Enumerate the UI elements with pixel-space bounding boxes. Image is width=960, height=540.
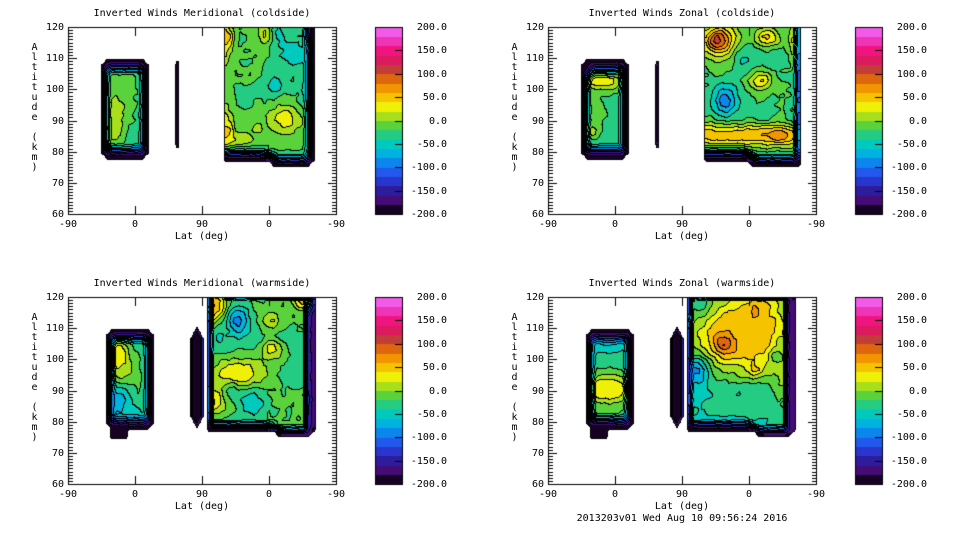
y-axis-title: Altitude (km) <box>509 312 520 442</box>
y-tick-label: 90 <box>531 386 544 397</box>
y-tick-label: 70 <box>51 178 64 189</box>
y-tick-label: 60 <box>51 479 64 490</box>
colorbar-tick-label: -150.0 <box>410 186 447 197</box>
y-tick-label: 60 <box>531 209 544 220</box>
y-tick-label: 70 <box>51 448 64 459</box>
colorbar-tick-label: -200.0 <box>890 479 927 490</box>
y-tick-label: 110 <box>45 323 64 334</box>
y-axis-title: Altitude (km) <box>29 312 40 442</box>
colorbar-tick-label: -100.0 <box>890 432 927 443</box>
colorbar-tick-label: 150.0 <box>896 45 927 56</box>
x-tick-label: 90 <box>675 489 689 500</box>
colorbar-tick-label: -50.0 <box>896 139 927 150</box>
x-tick-label: -90 <box>326 219 346 230</box>
colorbar-tick-label: 100.0 <box>896 69 927 80</box>
x-axis-title: Lat (deg) <box>654 231 710 242</box>
x-tick-label: 0 <box>265 219 273 230</box>
panel-title-zonal-coldside: Inverted Winds Zonal (coldside) <box>588 8 776 19</box>
y-tick-label: 100 <box>525 354 544 365</box>
colorbar-tick-label: 200.0 <box>896 292 927 303</box>
colorbar-tick-label: -50.0 <box>896 409 927 420</box>
y-tick-label: 70 <box>531 448 544 459</box>
y-tick-label: 70 <box>531 178 544 189</box>
y-tick-label: 80 <box>51 417 64 428</box>
x-tick-label: -90 <box>58 219 78 230</box>
y-tick-label: 100 <box>45 354 64 365</box>
colorbar-tick-label: 150.0 <box>416 315 447 326</box>
colorbar-tick-label: 200.0 <box>416 292 447 303</box>
y-tick-label: 80 <box>531 417 544 428</box>
x-tick-label: -90 <box>326 489 346 500</box>
y-tick-label: 120 <box>525 292 544 303</box>
panel-title-meridional-coldside: Inverted Winds Meridional (coldside) <box>93 8 311 19</box>
y-tick-label: 110 <box>525 323 544 334</box>
y-tick-label: 100 <box>525 84 544 95</box>
y-axis-title: Altitude (km) <box>509 42 520 172</box>
y-tick-label: 120 <box>45 292 64 303</box>
colorbar-tick-label: 100.0 <box>416 339 447 350</box>
x-tick-label: 0 <box>745 219 753 230</box>
x-tick-label: 0 <box>131 219 139 230</box>
y-tick-label: 90 <box>51 116 64 127</box>
colorbar-tick-label: -150.0 <box>890 456 927 467</box>
x-axis-title: Lat (deg) <box>174 231 230 242</box>
y-tick-label: 120 <box>45 22 64 33</box>
x-tick-label: 90 <box>195 489 209 500</box>
colorbar-tick-label: -50.0 <box>416 409 447 420</box>
y-tick-label: 110 <box>525 53 544 64</box>
colorbar-tick-label: 0.0 <box>908 386 927 397</box>
colorbar-tick-label: -150.0 <box>890 186 927 197</box>
x-axis-title: Lat (deg) <box>654 501 710 512</box>
colorbar-tick-label: 100.0 <box>416 69 447 80</box>
colorbar-tick-label: -200.0 <box>890 209 927 220</box>
colorbar-tick-label: 150.0 <box>416 45 447 56</box>
colorbar-tick-label: -100.0 <box>890 162 927 173</box>
x-tick-label: 0 <box>265 489 273 500</box>
x-tick-label: 0 <box>745 489 753 500</box>
y-axis-title: Altitude (km) <box>29 42 40 172</box>
colorbar-tick-label: -150.0 <box>410 456 447 467</box>
x-tick-label: 0 <box>611 219 619 230</box>
x-tick-label: 90 <box>195 219 209 230</box>
x-tick-label: 0 <box>131 489 139 500</box>
x-tick-label: -90 <box>538 489 558 500</box>
colorbar-tick-label: 100.0 <box>896 339 927 350</box>
colorbar-tick-label: 50.0 <box>422 362 447 373</box>
x-tick-label: -90 <box>806 219 826 230</box>
colorbar-tick-label: 0.0 <box>428 386 447 397</box>
colorbar-tick-label: 50.0 <box>902 362 927 373</box>
colorbar-tick-label: 50.0 <box>902 92 927 103</box>
x-tick-label: 0 <box>611 489 619 500</box>
colorbar-tick-label: 50.0 <box>422 92 447 103</box>
colorbar-tick-label: -100.0 <box>410 162 447 173</box>
x-tick-label: 90 <box>675 219 689 230</box>
colorbar-tick-label: 200.0 <box>416 22 447 33</box>
colorbar-tick-label: 150.0 <box>896 315 927 326</box>
timestamp-caption: 2013203v01 Wed Aug 10 09:56:24 2016 <box>576 513 788 524</box>
y-tick-label: 90 <box>51 386 64 397</box>
y-tick-label: 110 <box>45 53 64 64</box>
y-tick-label: 80 <box>51 147 64 158</box>
x-tick-label: -90 <box>58 489 78 500</box>
y-tick-label: 80 <box>531 147 544 158</box>
y-tick-label: 60 <box>531 479 544 490</box>
colorbar-tick-label: -50.0 <box>416 139 447 150</box>
y-tick-label: 120 <box>525 22 544 33</box>
y-tick-label: 100 <box>45 84 64 95</box>
x-axis-title: Lat (deg) <box>174 501 230 512</box>
panel-title-meridional-warmside: Inverted Winds Meridional (warmside) <box>93 278 311 289</box>
colorbar-tick-label: -200.0 <box>410 209 447 220</box>
panel-title-zonal-warmside: Inverted Winds Zonal (warmside) <box>588 278 776 289</box>
colorbar-tick-label: -200.0 <box>410 479 447 490</box>
colorbar-tick-label: 0.0 <box>908 116 927 127</box>
x-tick-label: -90 <box>538 219 558 230</box>
y-tick-label: 90 <box>531 116 544 127</box>
colorbar-tick-label: -100.0 <box>410 432 447 443</box>
y-tick-label: 60 <box>51 209 64 220</box>
x-tick-label: -90 <box>806 489 826 500</box>
colorbar-tick-label: 200.0 <box>896 22 927 33</box>
colorbar-tick-label: 0.0 <box>428 116 447 127</box>
